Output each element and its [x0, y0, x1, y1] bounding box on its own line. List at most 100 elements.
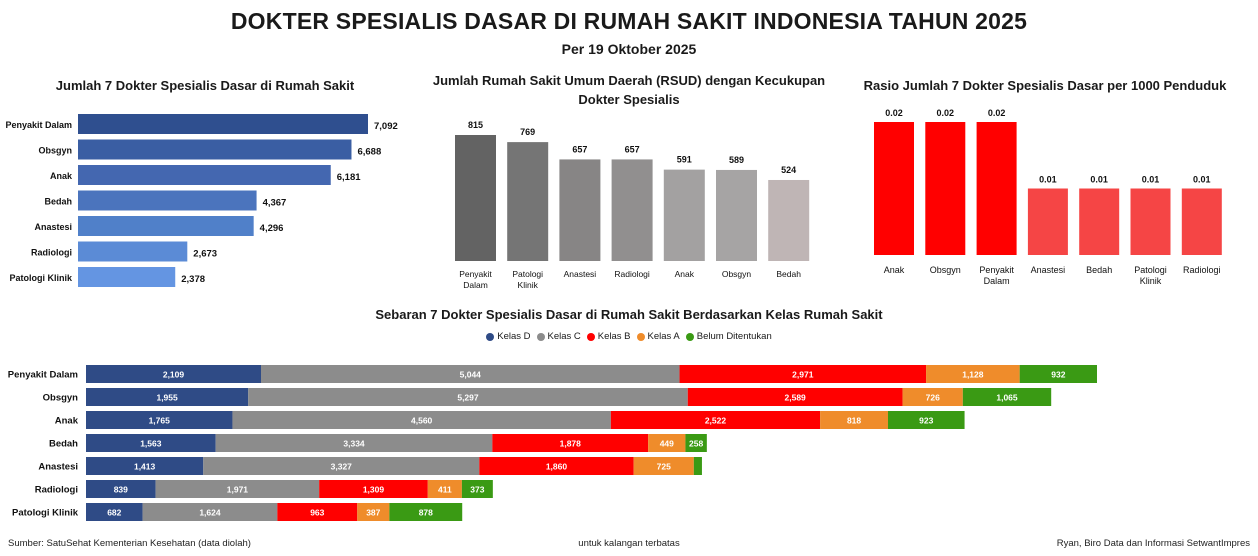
segment-value-label: 1,955 [156, 393, 178, 403]
category-label: Bedah [776, 269, 801, 279]
category-label: Bedah [49, 439, 78, 450]
value-label: 0.02 [885, 108, 903, 118]
bar [925, 122, 966, 255]
category-label: Anak [884, 265, 905, 275]
value-label: 0.01 [1193, 175, 1211, 185]
value-label: 0.02 [937, 108, 955, 118]
value-label: 657 [572, 144, 587, 154]
stacked-segment [492, 434, 649, 452]
segment-value-label: 2,109 [163, 370, 185, 380]
stacked-segment [887, 411, 965, 429]
category-label: Penyakit [459, 269, 492, 279]
author-note: Ryan, Biro Data dan Informasi SetwantImp… [1056, 538, 1250, 549]
stacked-segment [155, 480, 320, 498]
category-label: Radiologi [31, 248, 72, 258]
doctor-count-bar-chart: Penyakit Dalam 7,092 Obsgyn 6,688 Anak 6,181 B… [5, 114, 398, 287]
segment-value-label: 1,309 [363, 485, 385, 495]
category-label: Dalam [984, 276, 1010, 286]
value-label: 591 [677, 155, 692, 165]
category-label: Anastesi [34, 222, 72, 232]
segment-value-label: 3,334 [343, 439, 365, 449]
stacked-segment [610, 411, 821, 429]
legend-label: Kelas D [497, 331, 531, 342]
stacked-segment [357, 503, 390, 521]
stacked-segment [260, 365, 680, 383]
segment-value-label: 1,624 [199, 508, 221, 518]
category-label: Penyakit Dalam [8, 370, 78, 381]
segment-value-label: 4,560 [411, 416, 433, 426]
value-label: 769 [520, 127, 535, 137]
category-label: Penyakit [979, 265, 1014, 275]
legend-item: Belum Ditentukan [685, 331, 772, 342]
segment-value-label: 1,878 [560, 439, 582, 449]
bar [768, 179, 810, 261]
bar [716, 169, 757, 261]
chart3-title: Rasio Jumlah 7 Dokter Spesialis Dasar pe… [863, 78, 1227, 93]
stacked-segment [86, 457, 204, 475]
value-label: 0.01 [1090, 175, 1108, 185]
category-label: Radiologi [35, 485, 78, 496]
stacked-segment [277, 503, 358, 521]
category-label: Obsgyn [38, 146, 72, 156]
segment-value-label: 923 [919, 416, 933, 426]
legend-swatch [636, 332, 645, 341]
legend-item: Kelas B [586, 331, 631, 342]
stacked-segment [693, 457, 702, 475]
bar [1130, 188, 1171, 255]
legend-label: Kelas C [547, 331, 581, 342]
stacked-segment [479, 457, 634, 475]
stacked-segment [215, 434, 493, 452]
value-label: 0.01 [1142, 175, 1160, 185]
bar [78, 190, 257, 211]
value-label: 2,378 [181, 274, 205, 285]
chart2-title: Jumlah Rumah Sakit Umum Daerah (RSUD) de… [432, 73, 826, 107]
stacked-segment [248, 388, 688, 406]
value-label: 657 [625, 144, 640, 154]
stacked-segment [86, 480, 156, 498]
stacked-segment [685, 434, 707, 452]
value-label: 589 [729, 155, 744, 165]
segment-value-label: 818 [847, 416, 861, 426]
stacked-segment [427, 480, 462, 498]
bar [559, 159, 601, 261]
segment-value-label: 1,563 [140, 439, 162, 449]
bar [611, 159, 653, 261]
category-label: Patologi [512, 269, 543, 279]
category-label: Radiologi [1183, 265, 1221, 275]
segment-value-label: 2,522 [705, 416, 727, 426]
legend-swatch [536, 332, 545, 341]
value-label: 6,688 [357, 147, 381, 158]
legend-swatch [486, 332, 495, 341]
segment-value-label: 682 [107, 508, 121, 518]
category-label: Anak [55, 416, 79, 427]
stacked-segment [86, 365, 261, 383]
bar [663, 169, 705, 261]
stacked-segment [461, 480, 493, 498]
segment-value-label: 839 [114, 485, 128, 495]
value-label: 6,181 [337, 172, 361, 183]
segment-value-label: 963 [310, 508, 324, 518]
stacked-segment [86, 411, 233, 429]
legend-label: Belum Ditentukan [696, 331, 772, 342]
segment-value-label: 2,971 [792, 370, 814, 380]
stacked-segment [1019, 365, 1097, 383]
stacked-segment [633, 457, 694, 475]
value-label: 4,367 [263, 198, 287, 209]
legend-swatch [586, 332, 595, 341]
legend-label: Kelas A [647, 331, 680, 342]
category-label: Patologi [1134, 265, 1167, 275]
category-label: Patologi Klinik [9, 273, 72, 283]
segment-value-label: 1,413 [134, 462, 156, 472]
bar [455, 135, 496, 261]
segment-value-label: 449 [660, 439, 674, 449]
category-label: Bedah [44, 197, 72, 207]
bar [1181, 188, 1222, 255]
legend-item: Kelas A [636, 331, 680, 342]
stacked-segment [86, 503, 143, 521]
bar [1027, 188, 1068, 255]
segment-value-label: 387 [366, 508, 380, 518]
value-label: 2,673 [193, 249, 217, 260]
segment-value-label: 1,971 [227, 485, 249, 495]
